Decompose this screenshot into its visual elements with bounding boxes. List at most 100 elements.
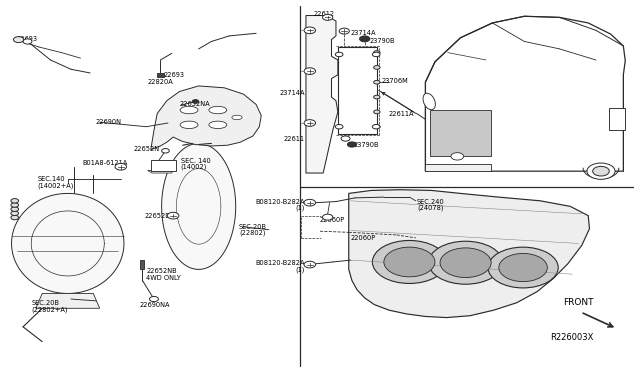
Text: B08120-B282A: B08120-B282A [255, 199, 305, 205]
Text: R226003X: R226003X [550, 333, 593, 342]
Circle shape [374, 95, 380, 99]
Circle shape [451, 153, 464, 160]
Polygon shape [162, 143, 236, 269]
Text: 22820A: 22820A [148, 79, 173, 85]
Text: 23790B: 23790B [369, 38, 395, 44]
Text: (1): (1) [295, 266, 305, 273]
Circle shape [115, 163, 127, 170]
Text: 22611A: 22611A [388, 111, 414, 117]
Text: 22652NA: 22652NA [179, 102, 210, 108]
Polygon shape [148, 170, 172, 173]
Circle shape [372, 52, 380, 57]
Circle shape [374, 65, 380, 69]
Ellipse shape [180, 121, 198, 129]
Ellipse shape [423, 93, 435, 110]
Circle shape [304, 199, 316, 206]
Text: (14002+A): (14002+A) [38, 182, 74, 189]
Circle shape [304, 27, 316, 34]
Circle shape [23, 39, 32, 44]
Circle shape [323, 15, 333, 20]
Text: 22690N: 22690N [95, 119, 121, 125]
Circle shape [384, 247, 435, 277]
Circle shape [374, 110, 380, 114]
Polygon shape [36, 294, 100, 308]
Circle shape [339, 28, 349, 34]
Circle shape [440, 248, 491, 278]
Text: B01A8-6121A: B01A8-6121A [83, 160, 128, 166]
Text: (22802): (22802) [239, 230, 266, 236]
Text: 22652NB: 22652NB [147, 268, 177, 274]
Circle shape [374, 51, 380, 54]
Circle shape [11, 215, 19, 220]
Circle shape [372, 125, 380, 129]
Circle shape [499, 253, 547, 282]
Text: 22611: 22611 [284, 135, 305, 142]
Circle shape [348, 142, 356, 147]
Circle shape [323, 214, 333, 220]
Circle shape [304, 120, 316, 126]
Polygon shape [12, 193, 124, 294]
Circle shape [13, 37, 24, 42]
Text: FRONT: FRONT [563, 298, 593, 307]
Text: SEC. 140: SEC. 140 [180, 158, 211, 164]
Polygon shape [338, 47, 378, 134]
Polygon shape [157, 73, 164, 77]
Text: (1): (1) [295, 205, 305, 211]
Ellipse shape [209, 121, 227, 129]
Ellipse shape [232, 115, 242, 120]
Ellipse shape [180, 106, 198, 114]
Bar [430, 110, 490, 156]
Text: 22612: 22612 [314, 12, 335, 17]
Circle shape [429, 241, 502, 284]
Circle shape [488, 247, 558, 288]
Circle shape [11, 207, 19, 211]
Circle shape [374, 125, 380, 129]
Polygon shape [151, 86, 261, 150]
Text: 23714A: 23714A [279, 90, 305, 96]
Circle shape [304, 68, 316, 74]
Text: 22060P: 22060P [351, 235, 376, 241]
Text: B08120-B282A: B08120-B282A [255, 260, 305, 266]
Circle shape [587, 163, 615, 179]
Text: 22060P: 22060P [320, 218, 345, 224]
Text: SEC.240: SEC.240 [417, 199, 445, 205]
Circle shape [11, 199, 19, 203]
Text: (22802+A): (22802+A) [31, 307, 68, 313]
Circle shape [335, 125, 343, 129]
Text: 23706M: 23706M [382, 78, 409, 84]
Text: 22652D: 22652D [145, 213, 171, 219]
Circle shape [168, 212, 179, 219]
Text: SEC.140: SEC.140 [38, 176, 65, 182]
Circle shape [593, 166, 609, 176]
Polygon shape [140, 260, 145, 269]
Polygon shape [349, 190, 589, 318]
Text: (14002): (14002) [180, 163, 207, 170]
Circle shape [192, 100, 198, 103]
Text: 4WD ONLY: 4WD ONLY [147, 275, 181, 280]
Circle shape [304, 261, 316, 268]
Text: 22693: 22693 [17, 36, 38, 42]
Text: 22652N: 22652N [134, 146, 159, 152]
Polygon shape [151, 160, 176, 171]
Text: (24078): (24078) [417, 205, 444, 211]
Circle shape [162, 148, 170, 153]
Circle shape [372, 240, 447, 283]
Text: 22690NA: 22690NA [140, 302, 170, 308]
Circle shape [11, 211, 19, 215]
Polygon shape [609, 108, 625, 131]
Circle shape [150, 296, 159, 302]
Text: 23714A: 23714A [351, 30, 376, 36]
Polygon shape [426, 16, 625, 171]
Text: SEC.20B: SEC.20B [239, 224, 267, 230]
Text: SEC.20B: SEC.20B [31, 301, 60, 307]
Ellipse shape [209, 106, 227, 114]
Polygon shape [306, 16, 338, 173]
Text: 22693: 22693 [164, 72, 184, 78]
Circle shape [335, 52, 343, 57]
Circle shape [360, 36, 370, 42]
Circle shape [341, 136, 350, 141]
Circle shape [11, 203, 19, 207]
Circle shape [374, 80, 380, 84]
Text: 23790B: 23790B [354, 142, 380, 148]
Polygon shape [426, 164, 491, 171]
